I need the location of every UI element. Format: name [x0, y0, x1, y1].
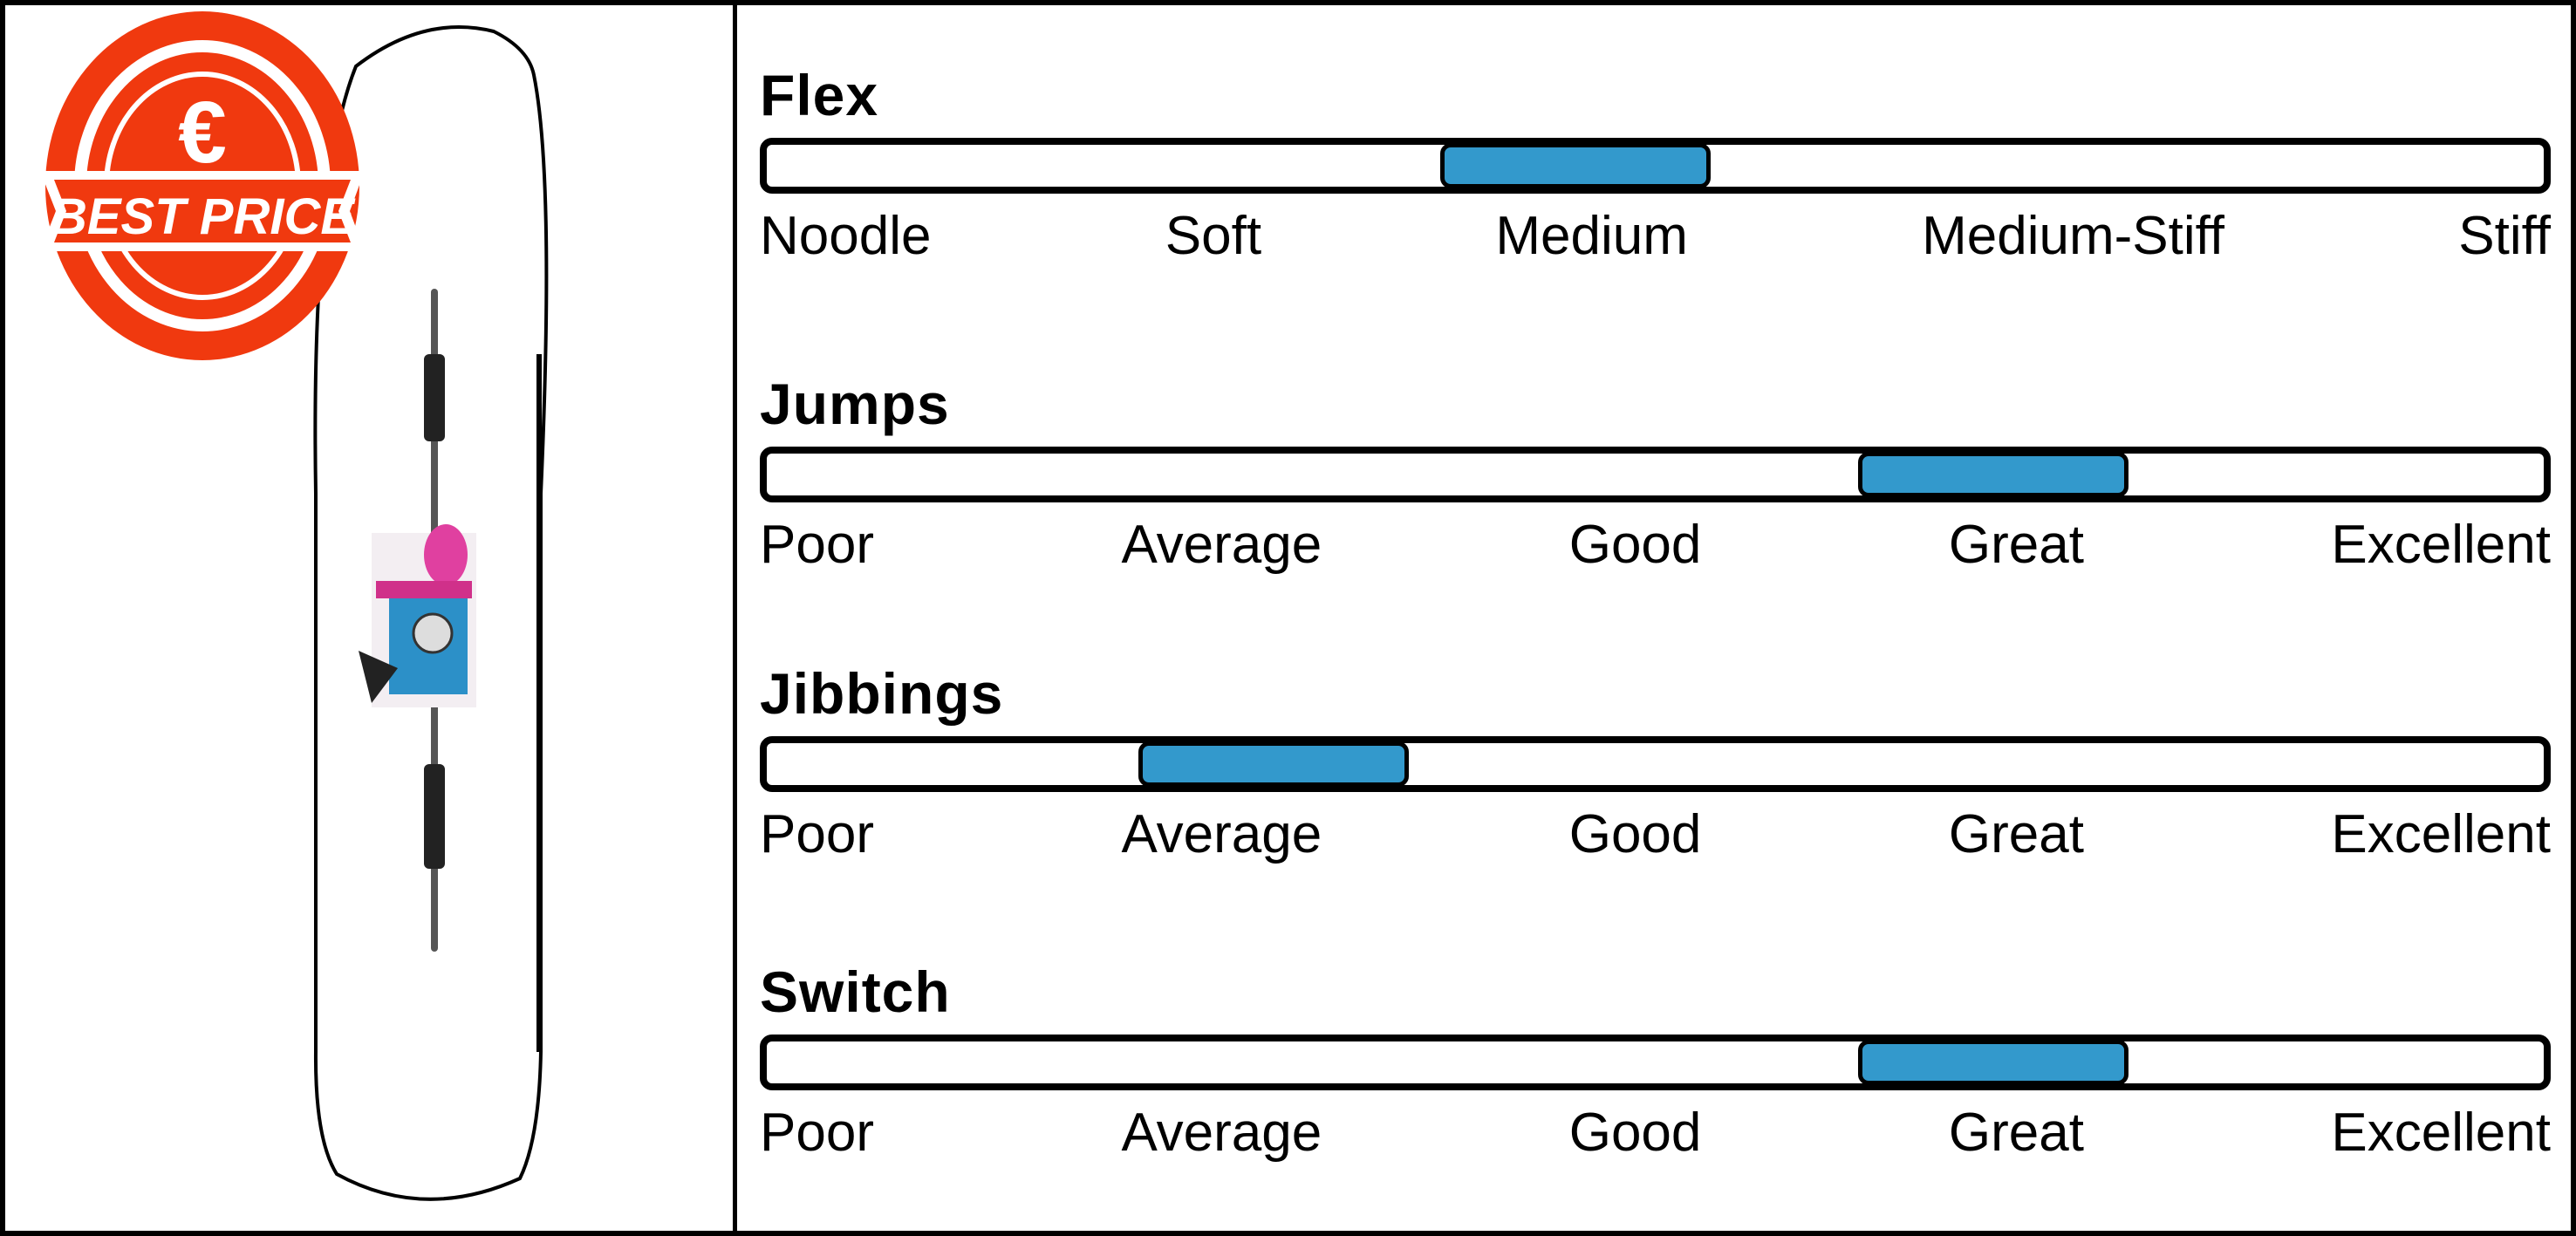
rating-bar: [760, 1035, 2551, 1090]
badge-text: BEST PRICE: [51, 188, 356, 245]
scale-label: Stiff: [2458, 206, 2551, 266]
scale-label: Good: [1568, 804, 1702, 864]
scale-label: Poor: [760, 515, 874, 575]
rating-fill: [1138, 741, 1409, 787]
scale-label: Great: [1948, 515, 2084, 575]
scale-label: Average: [1121, 804, 1322, 864]
scale-label: Medium-Stiff: [1922, 206, 2224, 266]
best-price-badge: BEST PRICE €: [40, 11, 365, 360]
scale-label: Soft: [1165, 206, 1262, 266]
scale-label: Poor: [760, 804, 874, 864]
rating-title: Flex: [760, 63, 879, 127]
rating-title: Jibbings: [760, 661, 1004, 726]
rating-title: Jumps: [760, 372, 950, 436]
scale-label: Great: [1948, 1103, 2084, 1163]
scale-label: Great: [1948, 804, 2084, 864]
rating-fill: [1858, 1040, 2128, 1085]
scale-label: Good: [1568, 515, 1702, 575]
rating-title: Switch: [760, 959, 951, 1024]
snowboard-image: BEST PRICE €: [40, 11, 549, 1201]
scale-label: Medium: [1495, 206, 1688, 266]
scale-label: Excellent: [2331, 515, 2551, 575]
scale-label: Noodle: [760, 206, 932, 266]
scale-label: Poor: [760, 1103, 874, 1163]
rating-bar: [760, 447, 2551, 502]
rating-fill: [1440, 143, 1711, 188]
scale-label: Excellent: [2331, 1103, 2551, 1163]
scale-label: Average: [1121, 515, 1322, 575]
scale-label: Excellent: [2331, 804, 2551, 864]
euro-icon: €: [178, 84, 227, 181]
rating-bar: [760, 138, 2551, 194]
scale-label: Good: [1568, 1103, 1702, 1163]
scale-label: Average: [1121, 1103, 1322, 1163]
rating-fill: [1858, 452, 2128, 497]
product-image-panel: BEST PRICE €: [5, 5, 737, 1231]
ratings-panel: Flex Noodle Soft Medium Medium-Stiff Sti…: [737, 5, 2571, 1231]
rating-bar: [760, 736, 2551, 792]
